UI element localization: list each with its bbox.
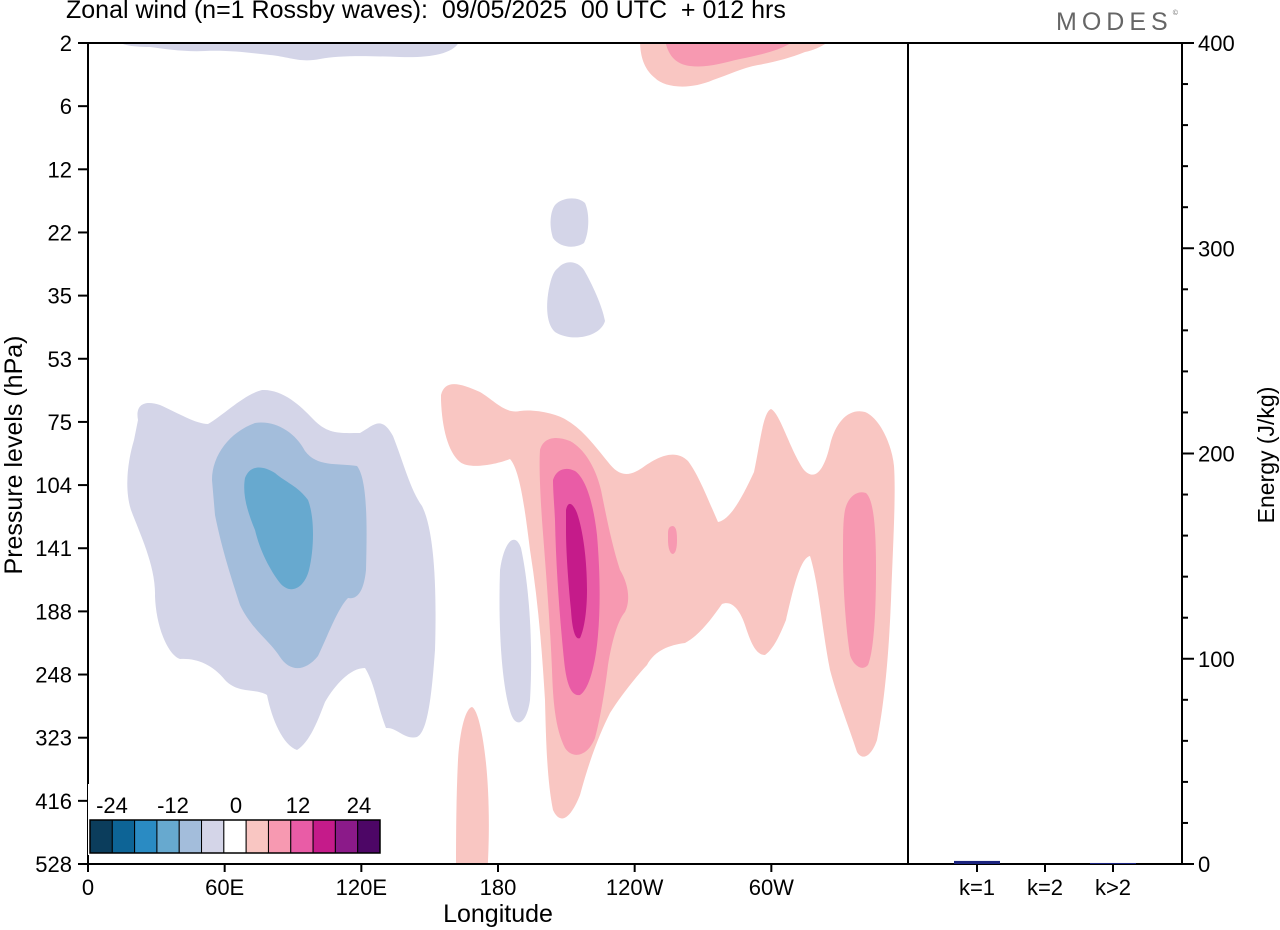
- y-tick-label: 35: [48, 284, 72, 309]
- energy-tick-label: 100: [1198, 647, 1235, 672]
- colorbar-swatch: [111, 819, 136, 854]
- contour-positive-10-speck: [668, 526, 677, 554]
- colorbar-tick-label: 12: [286, 793, 310, 818]
- colorbar-swatch: [178, 819, 203, 854]
- energy-tick-label: 400: [1198, 31, 1235, 56]
- energy-axis-label: Energy (J/kg): [1253, 387, 1279, 524]
- y-tick-label: 141: [35, 536, 72, 561]
- contour-negative-5-upper-a: [550, 198, 589, 247]
- y-axis-ticks: 2 6 12 22 35 53 75 104 141 188 248 323 416 528: [35, 31, 88, 877]
- colorbar: -24 -12 0 12 24: [88, 784, 382, 855]
- colorbar-swatch: [156, 819, 180, 854]
- contour-positive-20: [566, 503, 587, 639]
- energy-category-label: k=2: [1027, 875, 1063, 900]
- colorbar-tick-label: -24: [96, 793, 128, 818]
- y-tick-label: 416: [35, 789, 72, 814]
- x-tick-label: 60W: [749, 875, 794, 900]
- colorbar-swatch: [267, 819, 292, 854]
- contour-negative-15: [244, 467, 313, 590]
- x-tick-label: 0: [82, 875, 94, 900]
- contour-positive-5-low: [456, 707, 489, 864]
- energy-bar-k>2: [1090, 862, 1136, 864]
- energy-bar-k=1: [954, 860, 1000, 864]
- y-tick-label: 528: [35, 852, 72, 877]
- energy-bars: k=1 k=2 k>2: [954, 860, 1136, 900]
- y-tick-label: 53: [48, 347, 72, 372]
- x-tick-label: 180: [480, 875, 517, 900]
- energy-axis-ticks: 0 100 200 300 400: [1182, 31, 1235, 877]
- contour-negative-5-upper-b: [547, 262, 605, 338]
- energy-category-label: k>2: [1095, 875, 1131, 900]
- y-tick-label: 323: [35, 726, 72, 751]
- x-tick-label: 60E: [205, 875, 244, 900]
- energy-tick-label: 0: [1198, 852, 1210, 877]
- colorbar-tick-label: -12: [157, 793, 189, 818]
- colorbar-swatch: [245, 819, 269, 854]
- y-tick-label: 188: [35, 599, 72, 624]
- x-tick-label: 120E: [336, 875, 387, 900]
- y-tick-label: 104: [35, 473, 72, 498]
- contour-positive-10-east: [843, 492, 876, 668]
- modes-logo: MODES©: [1056, 8, 1178, 36]
- colorbar-swatch: [223, 819, 247, 854]
- contour-negative-5-top: [121, 43, 459, 61]
- y-tick-label: 75: [48, 410, 72, 435]
- colorbar-tick-label: 0: [230, 793, 242, 818]
- colorbar-swatch: [89, 819, 113, 854]
- y-axis-label: Pressure levels (hPa): [0, 336, 28, 575]
- energy-tick-label: 300: [1198, 236, 1235, 261]
- y-tick-label: 2: [60, 31, 72, 56]
- contour-field: [121, 43, 895, 864]
- x-axis-ticks: 0 60E 120E 180 120W 60W: [82, 864, 794, 900]
- energy-plot-frame: [907, 42, 1183, 865]
- contour-positive-10-top: [665, 43, 791, 67]
- colorbar-swatch: [312, 819, 336, 854]
- colorbar-swatch: [357, 819, 381, 854]
- colorbar-tick-label: 24: [347, 793, 371, 818]
- y-tick-label: 12: [48, 157, 72, 182]
- x-tick-label: 120W: [606, 875, 664, 900]
- colorbar-swatch: [290, 819, 314, 854]
- y-tick-label: 6: [60, 94, 72, 119]
- colorbar-swatch: [134, 819, 158, 854]
- x-axis-label: Longitude: [443, 900, 553, 928]
- energy-tick-label: 200: [1198, 442, 1235, 467]
- y-tick-label: 22: [48, 220, 72, 245]
- colorbar-frame: [89, 819, 381, 854]
- chart-title: Zonal wind (n=1 Rossby waves): 09/05/202…: [66, 0, 786, 24]
- contour-negative-5-column: [499, 539, 532, 723]
- colorbar-swatch: [201, 819, 225, 854]
- colorbar-swatch: [334, 819, 359, 854]
- energy-category-label: k=1: [959, 875, 995, 900]
- y-tick-label: 248: [35, 663, 72, 688]
